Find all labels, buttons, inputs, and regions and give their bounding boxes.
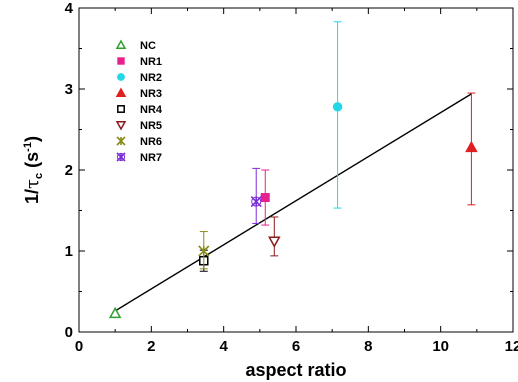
legend-marker-nr1: [117, 57, 125, 65]
legend-marker-nr2: [117, 73, 125, 81]
y-tick-label: 0: [65, 324, 73, 341]
legend-label-nr6: NR6: [140, 136, 162, 148]
legend-label-nr5: NR5: [140, 120, 162, 132]
data-point-nc: [108, 306, 122, 319]
data-point-nr2: [332, 102, 343, 112]
data-point-nr7: [250, 196, 262, 208]
legend-label-nc: NC: [140, 40, 156, 52]
legend-marker-nr7: [116, 152, 126, 162]
legend-marker-nr4: [117, 105, 125, 113]
y-axis-title-sup: -1: [22, 142, 34, 152]
axis-ticks: [78, 7, 514, 333]
legend-marker-nr5: [115, 121, 127, 131]
legend-label-nr2: NR2: [140, 72, 162, 84]
y-tick-label: 3: [65, 81, 73, 98]
y-axis-title-unit: (s: [22, 152, 42, 173]
x-tick-labels: 0 2 4 6 8 10 12: [75, 338, 518, 355]
legend-marker-nc: [115, 39, 127, 49]
data-point-nr3: [465, 140, 478, 153]
legend: NC NR1 NR2 NR3 NR4 NR5 NR6 NR7: [115, 39, 163, 164]
y-axis-title-greek: τ: [22, 179, 43, 189]
y-axis-title-close: ): [22, 136, 42, 142]
y-axis-title: 1/τc (s-1): [22, 136, 45, 204]
legend-marker-nr6: [116, 136, 126, 146]
legend-label-nr7: NR7: [140, 152, 162, 164]
data-point-nr5: [268, 236, 281, 248]
legend-marker-nr3: [115, 87, 127, 97]
fit-line: [114, 93, 472, 312]
data-point-nr1: [260, 193, 270, 203]
x-tick-label: 4: [219, 338, 228, 355]
x-axis-title: aspect ratio: [245, 360, 346, 380]
y-tick-label: 2: [65, 162, 73, 179]
x-tick-label: 2: [147, 338, 155, 355]
y-axis-title-sub: c: [33, 173, 45, 179]
data-point-nr6: [198, 245, 210, 257]
x-tick-label: 0: [75, 338, 83, 355]
fit-line-group: [114, 93, 472, 312]
data-points: [108, 21, 478, 319]
x-tick-label: 12: [505, 338, 518, 355]
legend-label-nr1: NR1: [140, 56, 162, 68]
x-tick-label: 10: [432, 338, 449, 355]
y-tick-labels: 0 1 2 3 4: [65, 0, 74, 341]
legend-label-nr4: NR4: [140, 104, 163, 116]
y-tick-label: 4: [65, 0, 74, 17]
x-tick-label: 6: [292, 338, 300, 355]
y-axis-title-main: 1/: [22, 189, 42, 204]
x-tick-label: 8: [364, 338, 372, 355]
legend-label-nr3: NR3: [140, 88, 162, 100]
y-tick-label: 1: [65, 243, 73, 260]
